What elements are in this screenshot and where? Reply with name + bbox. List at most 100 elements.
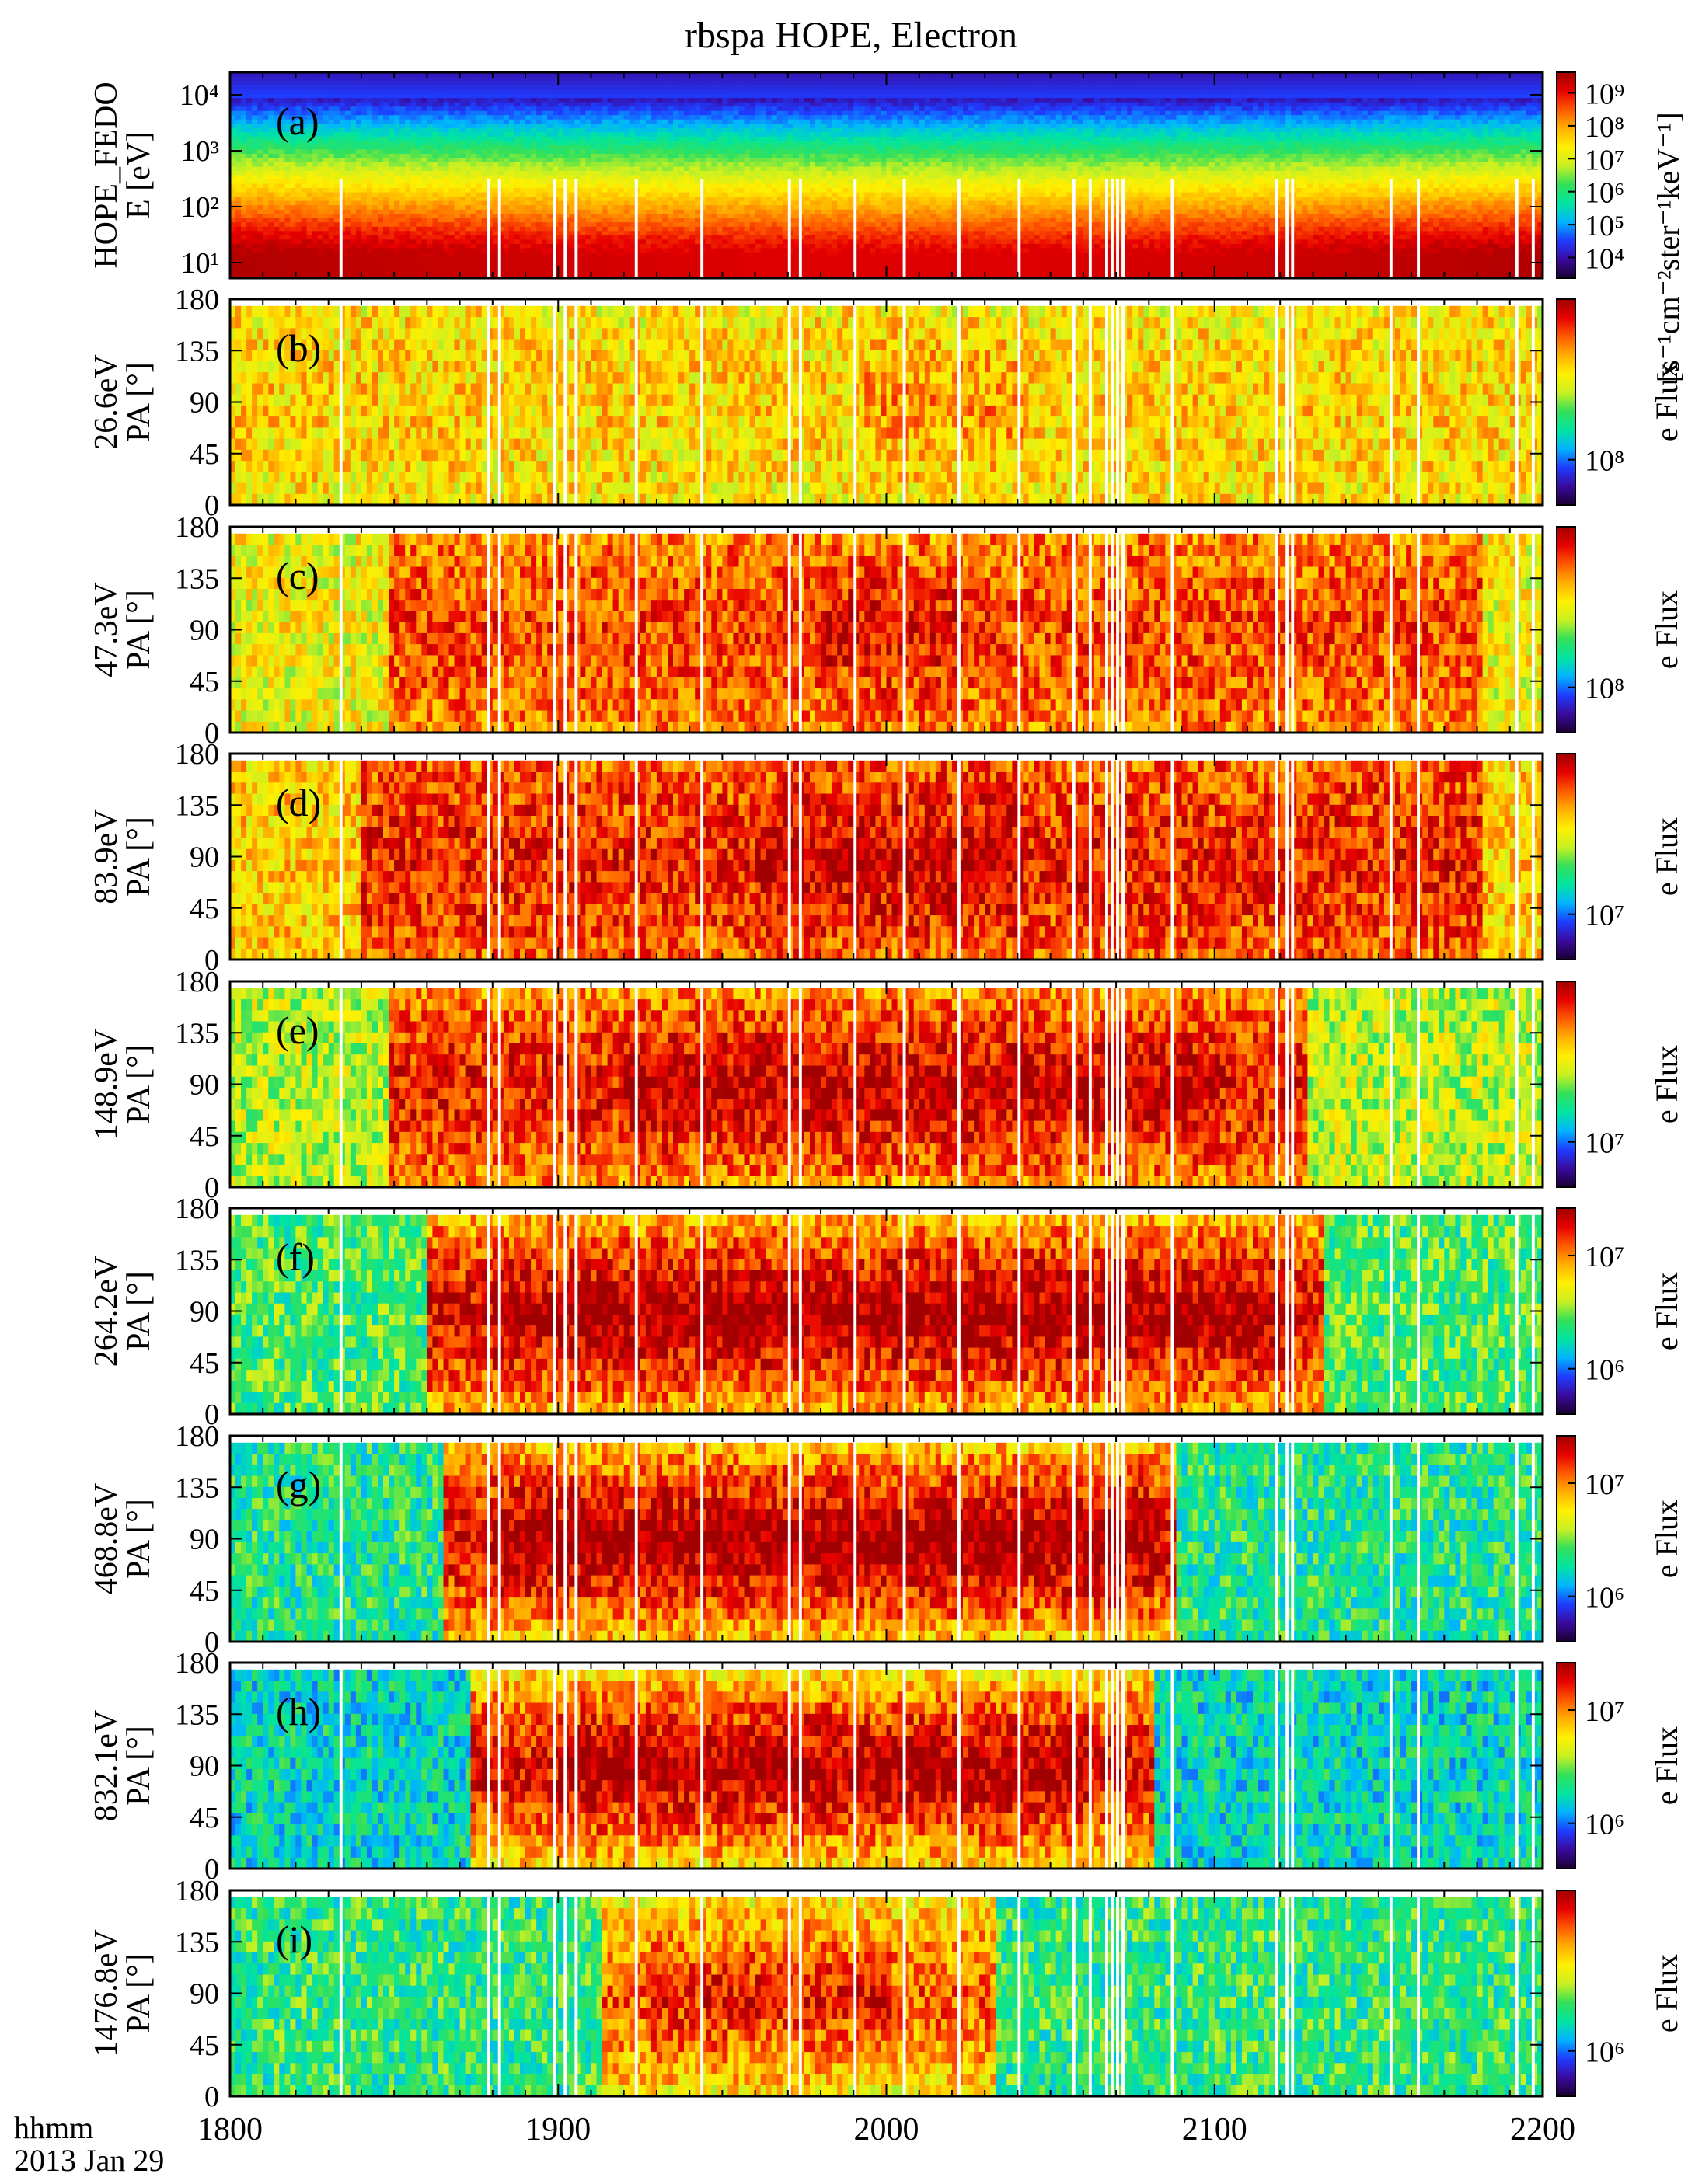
spectrogram-cell: [438, 214, 444, 218]
spectrogram-cell: [290, 201, 296, 206]
spectrogram-cell: [476, 235, 483, 240]
spectrogram-cell: [257, 231, 263, 235]
spectrogram-cell: [542, 218, 548, 223]
spectrogram-cell: [466, 132, 472, 137]
spectrogram-cell: [493, 253, 499, 257]
spectrogram-cell: [493, 261, 499, 266]
spectrogram-cell: [421, 145, 427, 150]
spectrogram-cell: [520, 167, 526, 172]
spectrogram-cell: [257, 176, 263, 180]
spectrogram-cell: [416, 89, 422, 94]
spectrogram-cell: [329, 98, 335, 103]
spectrogram-cell: [279, 154, 285, 158]
spectrogram-cell: [246, 81, 253, 85]
spectrogram-cell: [323, 265, 330, 270]
spectrogram-cell: [427, 171, 433, 176]
spectrogram-cell: [466, 124, 472, 128]
spectrogram-cell: [361, 176, 368, 180]
spectrogram-cell: [279, 270, 285, 274]
spectrogram-cell: [449, 176, 455, 180]
spectrogram-cell: [493, 235, 499, 240]
spectrogram-cell: [372, 77, 378, 82]
spectrogram-cell: [520, 231, 526, 235]
spectrogram-cell: [410, 137, 417, 141]
spectrogram-cell: [279, 77, 285, 82]
spectrogram-cell: [279, 253, 285, 257]
spectrogram-cell: [274, 227, 280, 232]
spectrogram-cell: [471, 201, 477, 206]
spectrogram-cell: [389, 171, 395, 176]
spectrogram-cell: [455, 85, 461, 90]
spectrogram-cell: [466, 98, 472, 103]
spectrogram-cell: [444, 115, 450, 120]
spectrogram-cell: [329, 239, 335, 244]
spectrogram-cell: [345, 179, 351, 184]
spectrogram-cell: [482, 256, 488, 261]
spectrogram-cell: [389, 265, 395, 270]
spectrogram-cell: [421, 115, 427, 120]
spectrogram-cell: [378, 205, 384, 210]
spectrogram-cell: [482, 235, 488, 240]
spectrogram-cell: [279, 89, 285, 94]
spectrogram-cell: [410, 145, 417, 150]
spectrogram-cell: [438, 239, 444, 244]
spectrogram-cell: [252, 171, 258, 176]
spectrogram-cell: [536, 205, 542, 210]
spectrogram-cell: [302, 235, 308, 240]
spectrogram-cell: [372, 218, 378, 223]
spectrogram-cell: [361, 231, 368, 235]
spectrogram-cell: [307, 77, 313, 82]
spectrogram-cell: [504, 239, 510, 244]
spectrogram-cell: [476, 154, 483, 158]
spectrogram-cell: [471, 103, 477, 107]
spectrogram-cell: [399, 154, 406, 158]
spectrogram-cell: [487, 106, 494, 111]
spectrogram-cell: [438, 201, 444, 206]
spectrogram-cell: [367, 77, 373, 82]
spectrogram-cell: [525, 231, 532, 235]
spectrogram-cell: [274, 158, 280, 162]
spectrogram-cell: [432, 154, 438, 158]
spectrogram-cell: [514, 239, 521, 244]
spectrogram-cell: [444, 167, 450, 172]
spectrogram-cell: [263, 111, 269, 116]
spectrogram-cell: [356, 149, 362, 154]
spectrogram-cell: [416, 103, 422, 107]
spectrogram-cell: [394, 141, 400, 145]
spectrogram-cell: [323, 261, 330, 266]
spectrogram-cell: [257, 253, 263, 257]
spectrogram-cell: [318, 77, 324, 82]
spectrogram-cell: [399, 193, 406, 197]
spectrogram-cell: [389, 128, 395, 133]
spectrogram-cell: [246, 231, 253, 235]
spectrogram-cell: [498, 176, 504, 180]
spectrogram-cell: [356, 132, 362, 137]
spectrogram-cell: [449, 244, 455, 249]
spectrogram-cell: [504, 81, 510, 85]
spectrogram-cell: [558, 89, 564, 94]
spectrogram-cell: [356, 231, 362, 235]
spectrogram-cell: [455, 162, 461, 167]
spectrogram-cell: [504, 115, 510, 120]
spectrogram-cell: [361, 149, 368, 154]
spectrogram-cell: [536, 239, 542, 244]
spectrogram-cell: [367, 253, 373, 257]
spectrogram-cell: [399, 214, 406, 218]
spectrogram-cell: [268, 210, 274, 214]
spectrogram-cell: [394, 167, 400, 172]
spectrogram-cell: [514, 184, 521, 189]
spectrogram-cell: [399, 197, 406, 201]
spectrogram-cell: [416, 193, 422, 197]
spectrogram-cell: [466, 103, 472, 107]
spectrogram-cell: [410, 205, 417, 210]
spectrogram-cell: [421, 85, 427, 90]
spectrogram-cell: [290, 167, 296, 172]
spectrogram-cell: [389, 261, 395, 266]
spectrogram-cell: [334, 214, 340, 218]
spectrogram-cell: [383, 162, 389, 167]
spectrogram-cell: [389, 154, 395, 158]
spectrogram-cell: [235, 120, 242, 124]
spectrogram-cell: [329, 149, 335, 154]
spectrogram-cell: [274, 222, 280, 227]
spectrogram-cell: [438, 128, 444, 133]
